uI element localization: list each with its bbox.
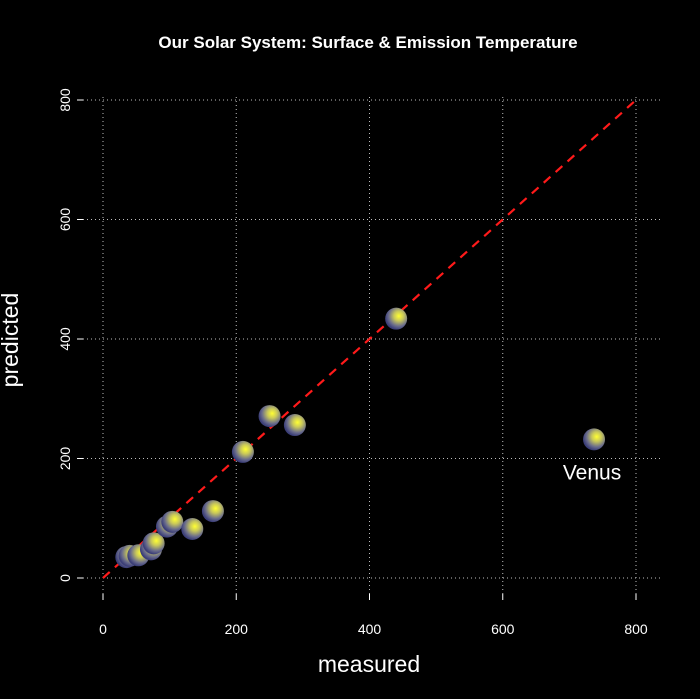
x-axis: 0 200 400 600 800 [99, 594, 648, 637]
y-tick-label: 400 [57, 327, 73, 351]
y-tick-label: 800 [57, 88, 73, 112]
reference-line-layer [102, 99, 637, 579]
data-point [258, 405, 281, 428]
grid-layer [83, 97, 660, 594]
x-tick-label: 0 [99, 621, 107, 637]
y-tick-label: 0 [57, 574, 73, 582]
x-tick-label: 800 [624, 621, 648, 637]
x-tick-label: 600 [491, 621, 515, 637]
y-tick-label: 600 [57, 208, 73, 232]
x-tick-label: 200 [225, 621, 249, 637]
x-tick-label: 400 [358, 621, 382, 637]
chart-title: Our Solar System: Surface & Emission Tem… [158, 33, 577, 52]
annotation-label: Venus [563, 462, 621, 485]
data-point [283, 414, 306, 437]
y-axis-label: predicted [0, 293, 23, 388]
data-point [201, 500, 224, 523]
data-point [181, 518, 204, 541]
reference-line [102, 99, 637, 579]
data-point [583, 428, 606, 451]
y-axis: 0 200 400 600 800 [57, 88, 83, 582]
data-point [231, 440, 254, 463]
data-point [161, 510, 184, 533]
data-points [115, 307, 606, 569]
y-tick-label: 200 [57, 447, 73, 471]
data-point [142, 532, 165, 555]
x-axis-label: measured [318, 651, 420, 677]
data-point [385, 307, 408, 330]
annotations: Venus [563, 462, 621, 485]
